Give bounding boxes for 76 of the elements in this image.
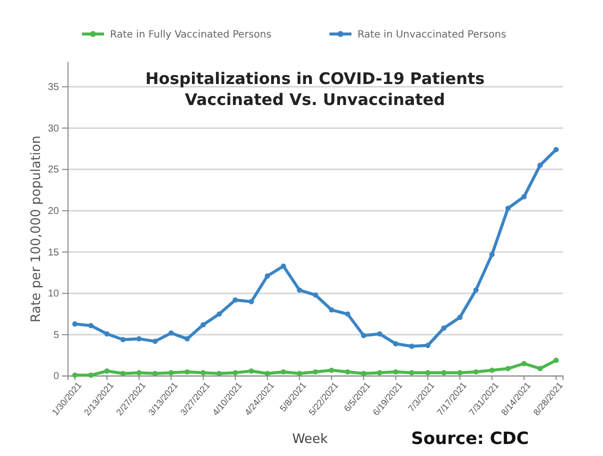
- legend-label: Rate in Fully Vaccinated Persons: [110, 30, 272, 40]
- y-tick-label: 20: [48, 206, 60, 217]
- point: [457, 314, 463, 320]
- point: [344, 311, 350, 317]
- point: [136, 370, 142, 376]
- y-tick-label: 10: [48, 288, 60, 300]
- point: [489, 252, 495, 258]
- point: [168, 370, 174, 376]
- point: [104, 368, 110, 374]
- point: [296, 370, 302, 376]
- y-tick-label: 30: [48, 123, 60, 134]
- point: [152, 338, 158, 344]
- point: [136, 336, 142, 342]
- point: [216, 311, 222, 317]
- point: [312, 292, 318, 298]
- text: Hospitalizations in COVID-19 Patients Vaccinated Vs. Unvaccinated: [145, 69, 485, 109]
- point: [344, 369, 350, 375]
- point: [280, 263, 286, 269]
- y-tick-label: 25: [48, 164, 60, 176]
- point: [232, 297, 238, 303]
- point: [489, 368, 495, 373]
- point: [537, 366, 543, 372]
- point: [328, 307, 334, 313]
- point: [72, 321, 78, 327]
- point: [280, 369, 286, 375]
- point: [441, 325, 446, 331]
- point: [264, 370, 270, 376]
- point: [248, 368, 254, 374]
- point: [184, 336, 190, 342]
- point: [328, 368, 334, 373]
- point: [296, 287, 302, 293]
- point: [409, 344, 414, 349]
- y-tick-label: 15: [48, 247, 60, 258]
- y-axis-title: Rate per 100,000 population: [29, 136, 44, 322]
- point: [409, 370, 414, 376]
- y-tick-label: 0: [53, 371, 60, 382]
- y-tick-label: 35: [48, 82, 60, 93]
- point: [200, 370, 206, 376]
- point: [521, 360, 527, 366]
- y-tick-label: 5: [53, 330, 60, 341]
- point: [184, 369, 190, 375]
- point: [312, 369, 318, 375]
- point: [553, 358, 559, 363]
- point: [393, 341, 398, 346]
- point: [120, 370, 126, 376]
- x-axis-title: Week: [292, 432, 328, 447]
- point: [393, 369, 398, 375]
- point: [264, 273, 270, 279]
- point: [216, 370, 222, 376]
- point: [441, 370, 446, 376]
- point: [360, 370, 366, 376]
- point: [537, 162, 543, 168]
- point: [377, 370, 382, 376]
- point: [521, 194, 527, 200]
- point: [457, 370, 463, 376]
- point: [72, 372, 78, 378]
- point: [505, 366, 511, 372]
- source-note: Source: CDC: [411, 429, 529, 449]
- point: [505, 206, 511, 211]
- point: [377, 331, 382, 336]
- point: [120, 337, 126, 342]
- legend-label: Rate in Unvaccinated Persons: [357, 30, 506, 40]
- point: [232, 370, 238, 376]
- point: [104, 331, 110, 336]
- point: [88, 372, 94, 378]
- point: [553, 146, 559, 152]
- point: [152, 370, 158, 376]
- point: [200, 322, 206, 328]
- point: [425, 370, 430, 376]
- point: [473, 287, 479, 293]
- point: [473, 369, 479, 375]
- point: [168, 330, 174, 336]
- point: [425, 342, 430, 348]
- point: [248, 298, 254, 304]
- point: [88, 322, 94, 328]
- point: [360, 332, 366, 338]
